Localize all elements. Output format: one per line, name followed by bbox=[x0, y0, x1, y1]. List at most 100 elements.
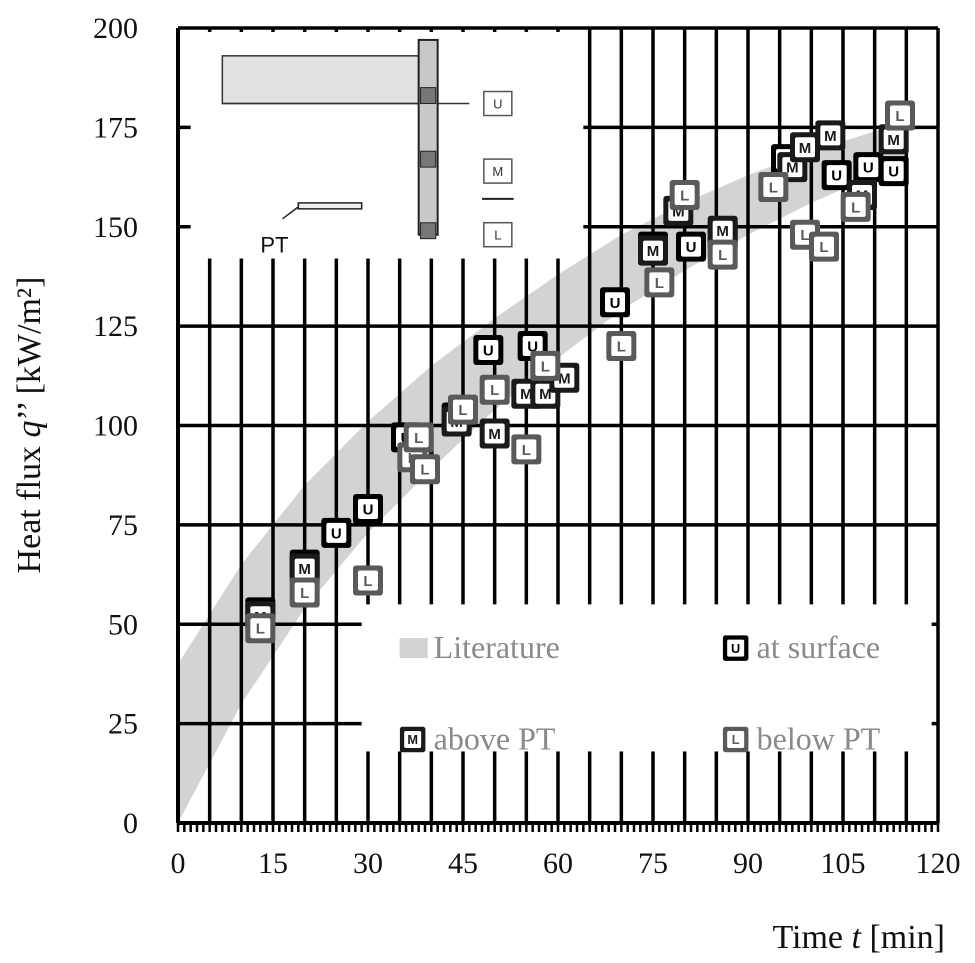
data-point-below: L bbox=[707, 239, 738, 270]
marker-inner bbox=[727, 639, 745, 657]
marker-letter: U bbox=[863, 160, 874, 177]
data-point-below: L bbox=[448, 394, 478, 425]
marker-inner bbox=[681, 236, 701, 257]
legend-label-literature: Literature bbox=[434, 629, 560, 665]
marker-letter: L bbox=[300, 585, 309, 602]
data-point-below: L bbox=[289, 577, 320, 608]
axes bbox=[176, 28, 938, 825]
marker-inner bbox=[516, 439, 537, 460]
marker-letter: M bbox=[520, 386, 533, 403]
inset-sensor-letter: L bbox=[494, 228, 501, 243]
marker-inner bbox=[727, 731, 745, 748]
marker-inner bbox=[535, 355, 556, 376]
marker-inner bbox=[484, 423, 505, 444]
x-tick-label: 30 bbox=[353, 847, 383, 880]
y-tick-label: 25 bbox=[108, 708, 138, 741]
marker-letter: U bbox=[686, 239, 697, 256]
marker-letter: L bbox=[718, 247, 727, 264]
marker-letter: L bbox=[541, 358, 550, 375]
data-point-below: L bbox=[530, 350, 561, 381]
x-axis-label: Time t [min] bbox=[772, 919, 945, 956]
marker-letter: L bbox=[363, 573, 372, 590]
legend-marker-above: M bbox=[399, 726, 426, 753]
data-point-above: M bbox=[479, 418, 510, 449]
marker-inner bbox=[605, 292, 625, 313]
marker-inner bbox=[883, 161, 904, 182]
marker-letter: M bbox=[407, 732, 418, 747]
tick-labels: 0 15 30 45 60 75 90 105 120 0 25 50 75 100 125 150 175 20… bbox=[93, 12, 961, 880]
inset-sensor-letter: U bbox=[493, 97, 502, 112]
inset-pt-label: PT bbox=[260, 233, 288, 258]
x-tick-label: 105 bbox=[821, 847, 866, 880]
inset-slab bbox=[221, 55, 420, 105]
y-tick-label: 50 bbox=[108, 608, 138, 641]
marker-letter: M bbox=[716, 223, 729, 240]
marker-inner bbox=[326, 522, 347, 543]
y-tick-label: 125 bbox=[93, 310, 138, 343]
data-point-surface: U bbox=[821, 160, 852, 191]
inset-column bbox=[417, 38, 439, 236]
data-markers: UUUUUUUUUUUUUUUUMMMMMMMMMMMMMMMMLLLLLLLL… bbox=[245, 100, 915, 644]
legend-label-below: below PT bbox=[757, 721, 881, 757]
x-tick-label: 75 bbox=[638, 847, 668, 880]
data-point-below: L bbox=[606, 331, 637, 361]
marker-inner bbox=[883, 129, 904, 150]
marker-letter: U bbox=[363, 501, 374, 518]
marker-inner bbox=[820, 125, 841, 146]
marker-inner bbox=[890, 105, 910, 126]
y-tick-label: 75 bbox=[108, 509, 138, 542]
marker-letter: M bbox=[539, 386, 552, 403]
literature-band bbox=[178, 123, 907, 823]
data-point-below: L bbox=[245, 613, 276, 644]
inset-diagram: PT U M L bbox=[190, 31, 584, 259]
marker-inner bbox=[763, 177, 784, 197]
x-tick-label: 120 bbox=[916, 847, 961, 880]
data-point-below: L bbox=[403, 422, 434, 453]
data-point-surface: U bbox=[321, 517, 352, 548]
marker-letter: M bbox=[558, 370, 571, 387]
legend-marker-surface: U bbox=[722, 635, 749, 661]
marker-inner bbox=[845, 196, 866, 217]
marker-letter: L bbox=[732, 732, 740, 747]
x-tick-label: 15 bbox=[258, 847, 288, 880]
legend-label-above: above PT bbox=[434, 721, 556, 757]
data-point-below: L bbox=[644, 267, 675, 298]
y-tick-label: 150 bbox=[93, 211, 138, 244]
legend-label-surface: at surface bbox=[757, 629, 880, 665]
x-tick-label: 0 bbox=[171, 847, 186, 880]
data-point-surface: U bbox=[600, 287, 630, 318]
data-point-below: L bbox=[758, 172, 789, 202]
inset-sensor-block bbox=[420, 87, 437, 105]
marker-inner bbox=[712, 244, 733, 265]
inset-pt-bar bbox=[297, 202, 363, 210]
x-tick-label: 45 bbox=[448, 847, 478, 880]
marker-inner bbox=[795, 137, 815, 158]
data-point-above: M bbox=[707, 215, 738, 246]
x-tick-label: 60 bbox=[543, 847, 573, 880]
data-point-surface: U bbox=[473, 334, 504, 365]
y-tick-label: 200 bbox=[93, 12, 138, 45]
marker-inner bbox=[415, 459, 435, 480]
marker-letter: L bbox=[680, 187, 689, 204]
marker-letter: L bbox=[769, 180, 778, 197]
marker-letter: M bbox=[647, 243, 660, 260]
marker-letter: L bbox=[458, 402, 467, 419]
marker-letter: U bbox=[331, 525, 342, 542]
data-point-below: L bbox=[410, 454, 440, 485]
data-point-below: L bbox=[511, 434, 542, 465]
y-tick-label: 100 bbox=[93, 410, 138, 443]
marker-letter: L bbox=[800, 227, 809, 244]
inset-sensor-block bbox=[420, 222, 437, 240]
marker-inner bbox=[643, 240, 663, 261]
marker-inner bbox=[404, 731, 422, 748]
marker-letter: U bbox=[888, 164, 899, 181]
marker-inner bbox=[294, 582, 315, 603]
data-point-below: L bbox=[353, 565, 383, 596]
y-axis-label: Heat flux q’’ [kW/m²] bbox=[11, 277, 48, 574]
data-point-below: L bbox=[479, 374, 510, 405]
marker-letter: M bbox=[488, 426, 501, 443]
marker-inner bbox=[484, 379, 505, 400]
marker-letter: U bbox=[731, 641, 740, 656]
